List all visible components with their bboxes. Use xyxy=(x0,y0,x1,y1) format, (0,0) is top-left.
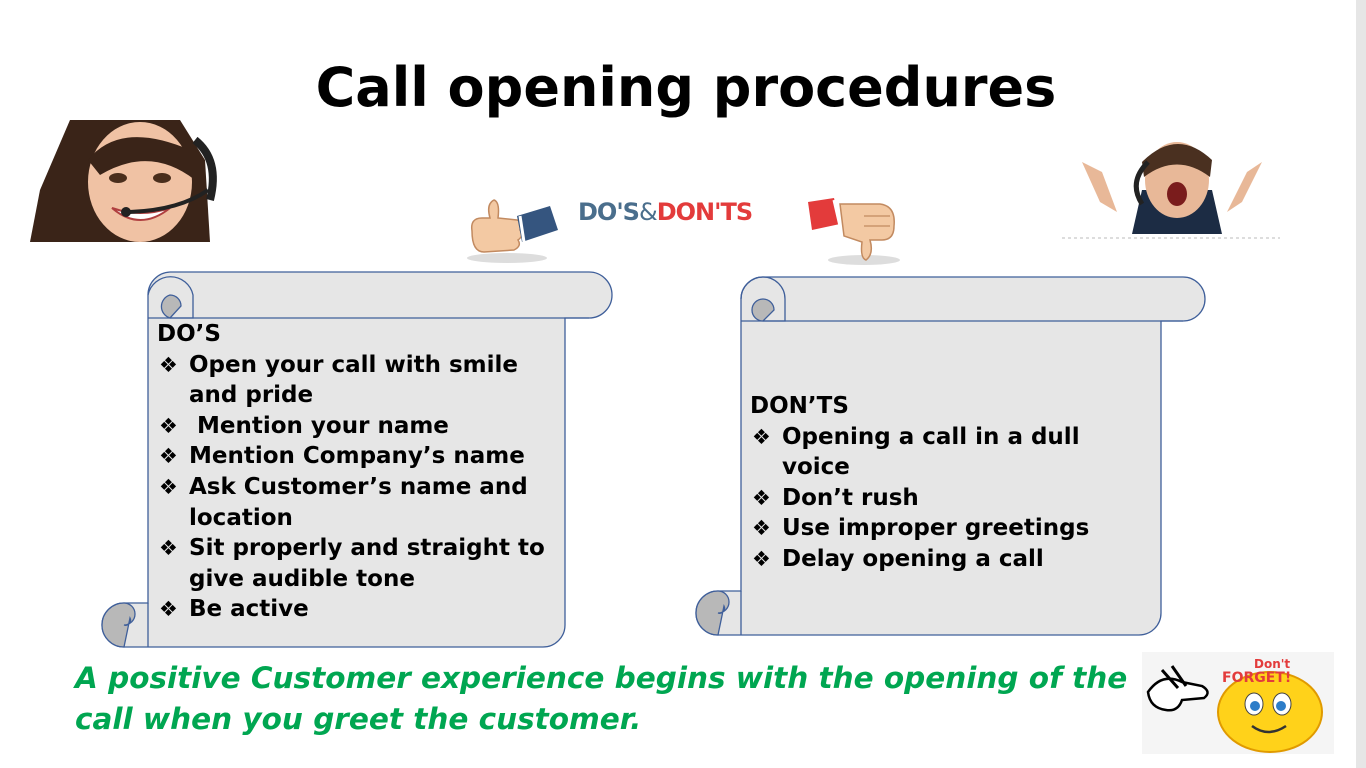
list-item: ❖ Opening a call in a dull voice xyxy=(752,423,1080,481)
diamond-bullet-icon: ❖ xyxy=(159,474,178,499)
footer-message: A positive Customer experience begins wi… xyxy=(75,661,1128,736)
list-item: ❖ Don’t rush xyxy=(750,483,1155,514)
dos-list: DO’S ❖ Open your call with smile and prid… xyxy=(157,319,562,625)
donts-heading: DON’TS xyxy=(750,393,849,419)
smiling-agent-photo xyxy=(30,120,238,242)
diamond-bullet-icon: ❖ xyxy=(159,444,178,469)
list-item: ❖ Ask Customer’s name and location xyxy=(159,473,528,531)
diamond-bullet-icon: ❖ xyxy=(159,536,178,561)
smiley-icon: Don't FORGET! xyxy=(1146,657,1323,753)
list-item: ❖ Open your call with smile and pride xyxy=(159,351,518,409)
slide-edge xyxy=(1356,0,1366,768)
list-item: ❖ Delay opening a call xyxy=(750,544,1155,575)
sticker-line1: Don't xyxy=(1254,657,1290,671)
frustrated-agent-photo xyxy=(1062,132,1280,242)
diamond-bullet-icon: ❖ xyxy=(752,546,771,571)
sticker-line2: FORGET! xyxy=(1222,670,1291,686)
donts-scroll xyxy=(695,276,1206,636)
thumbs-down-icon xyxy=(808,198,900,265)
donts-list: DON’TS ❖ Opening a call in a dull voice ❖… xyxy=(750,391,1155,575)
diamond-bullet-icon: ❖ xyxy=(159,352,178,377)
diamond-bullet-icon: ❖ xyxy=(159,413,178,438)
dos-heading: DO’S xyxy=(157,321,221,347)
list-item: ❖ Use improper greetings xyxy=(750,513,1155,544)
dos-and-donts-badge: DO'S&DON'TS xyxy=(578,198,753,226)
list-item: ❖ Mention your name xyxy=(157,411,562,442)
diamond-bullet-icon: ❖ xyxy=(159,597,178,622)
diamond-bullet-icon: ❖ xyxy=(752,485,771,510)
list-item: ❖ Be active xyxy=(157,594,562,625)
list-item: ❖ Mention Company’s name xyxy=(157,441,562,472)
list-item: ❖ Sit properly and straight to give audib… xyxy=(159,535,545,592)
dos-scroll xyxy=(101,271,613,648)
thumbs-up-icon xyxy=(467,199,558,263)
dont-forget-sticker: Don't FORGET! xyxy=(1142,652,1334,754)
slide-title: Call opening procedures xyxy=(315,56,1057,119)
diamond-bullet-icon: ❖ xyxy=(752,424,771,449)
diamond-bullet-icon: ❖ xyxy=(752,516,771,541)
